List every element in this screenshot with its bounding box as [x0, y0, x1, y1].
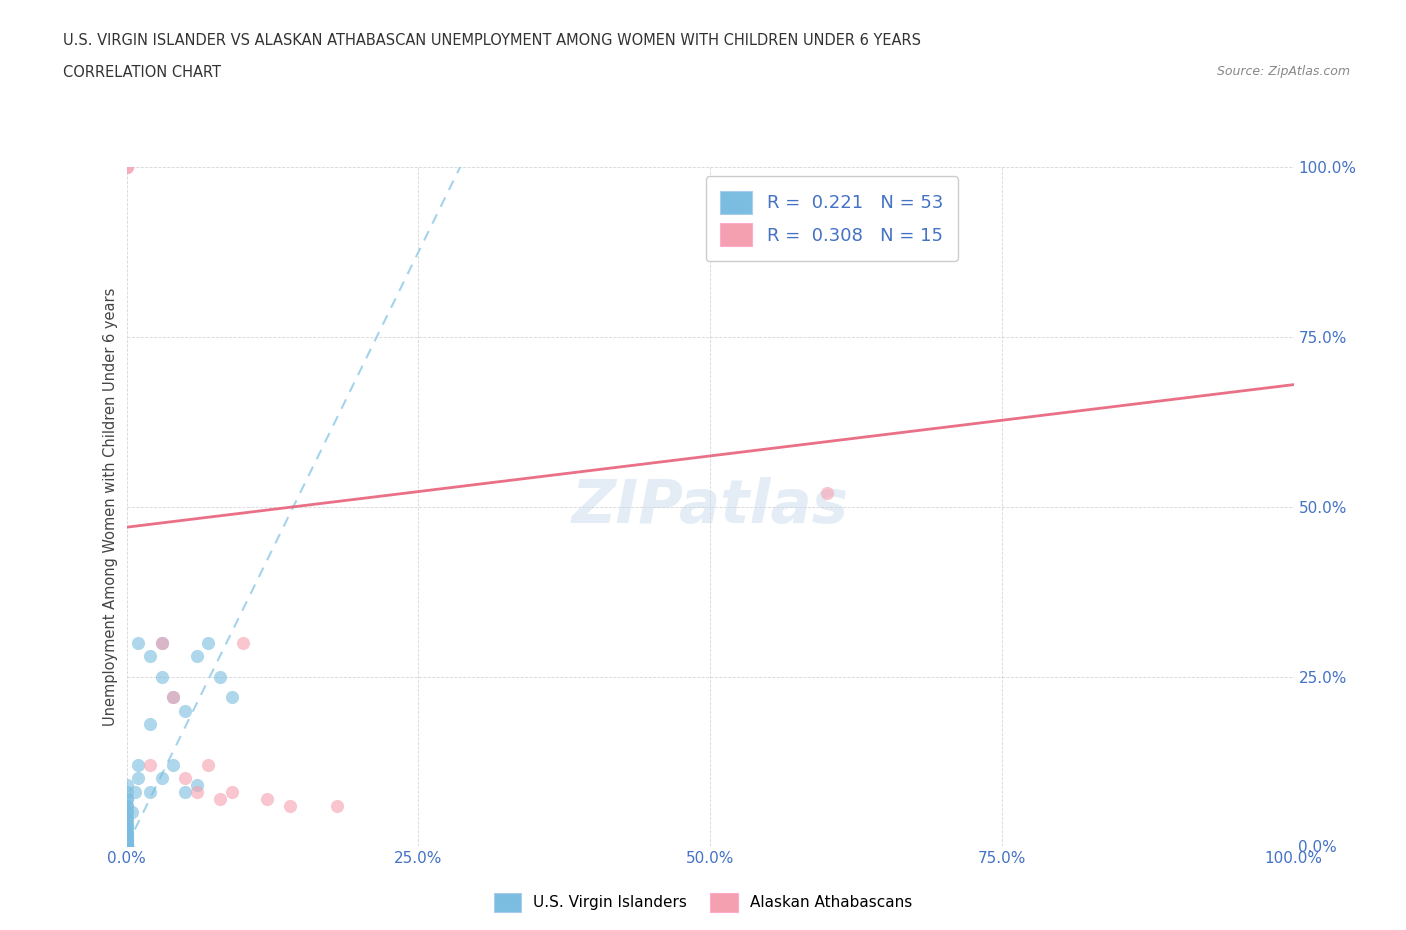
Point	[115, 822, 138, 837]
Point	[115, 791, 138, 806]
Point	[115, 835, 138, 850]
Point	[115, 812, 138, 827]
Point	[115, 835, 138, 850]
Point	[115, 812, 138, 827]
Point	[115, 829, 138, 844]
Point	[278, 798, 301, 813]
Point	[127, 635, 149, 650]
Point	[115, 791, 138, 806]
Point	[115, 160, 138, 175]
Point	[115, 839, 138, 854]
Point	[150, 635, 173, 650]
Point	[115, 815, 138, 830]
Point	[115, 832, 138, 847]
Point	[115, 832, 138, 847]
Legend: R =  0.221   N = 53, R =  0.308   N = 15: R = 0.221 N = 53, R = 0.308 N = 15	[706, 177, 957, 260]
Point	[115, 160, 138, 175]
Point	[162, 689, 184, 704]
Legend: U.S. Virgin Islanders, Alaskan Athabascans: U.S. Virgin Islanders, Alaskan Athabasca…	[488, 887, 918, 918]
Point	[115, 785, 138, 800]
Point	[150, 670, 173, 684]
Text: Source: ZipAtlas.com: Source: ZipAtlas.com	[1216, 65, 1350, 78]
Point	[115, 825, 138, 840]
Text: ZIPatlas: ZIPatlas	[571, 477, 849, 537]
Point	[115, 839, 138, 854]
Point	[162, 757, 184, 772]
Y-axis label: Unemployment Among Women with Children Under 6 years: Unemployment Among Women with Children U…	[103, 287, 118, 726]
Point	[115, 839, 138, 854]
Point	[115, 798, 138, 813]
Point	[325, 798, 347, 813]
Point	[139, 649, 162, 664]
Point	[115, 839, 138, 854]
Point	[256, 791, 278, 806]
Point	[115, 839, 138, 854]
Point	[115, 839, 138, 854]
Point	[115, 829, 138, 844]
Point	[115, 798, 138, 813]
Point	[208, 791, 231, 806]
Point	[221, 785, 243, 800]
Point	[115, 777, 138, 792]
Point	[197, 757, 219, 772]
Point	[139, 785, 162, 800]
Text: CORRELATION CHART: CORRELATION CHART	[63, 65, 221, 80]
Point	[127, 757, 149, 772]
Point	[115, 818, 138, 833]
Point	[208, 670, 231, 684]
Point	[232, 635, 254, 650]
Point	[186, 649, 208, 664]
Point	[115, 805, 138, 820]
Point	[150, 635, 173, 650]
Point	[139, 757, 162, 772]
Point	[197, 635, 219, 650]
Point	[815, 485, 838, 500]
Point	[186, 785, 208, 800]
Point	[115, 839, 138, 854]
Point	[115, 839, 138, 854]
Point	[115, 825, 138, 840]
Point	[139, 717, 162, 732]
Point	[115, 805, 138, 820]
Point	[221, 689, 243, 704]
Point	[115, 839, 138, 854]
Text: U.S. VIRGIN ISLANDER VS ALASKAN ATHABASCAN UNEMPLOYMENT AMONG WOMEN WITH CHILDRE: U.S. VIRGIN ISLANDER VS ALASKAN ATHABASC…	[63, 33, 921, 47]
Point	[174, 785, 197, 800]
Point	[150, 771, 173, 786]
Point	[115, 839, 138, 854]
Point	[115, 818, 138, 833]
Point	[174, 703, 197, 718]
Point	[115, 832, 138, 847]
Point	[186, 777, 208, 792]
Point	[174, 771, 197, 786]
Point	[162, 689, 184, 704]
Point	[121, 805, 143, 820]
Point	[124, 785, 146, 800]
Point	[127, 771, 149, 786]
